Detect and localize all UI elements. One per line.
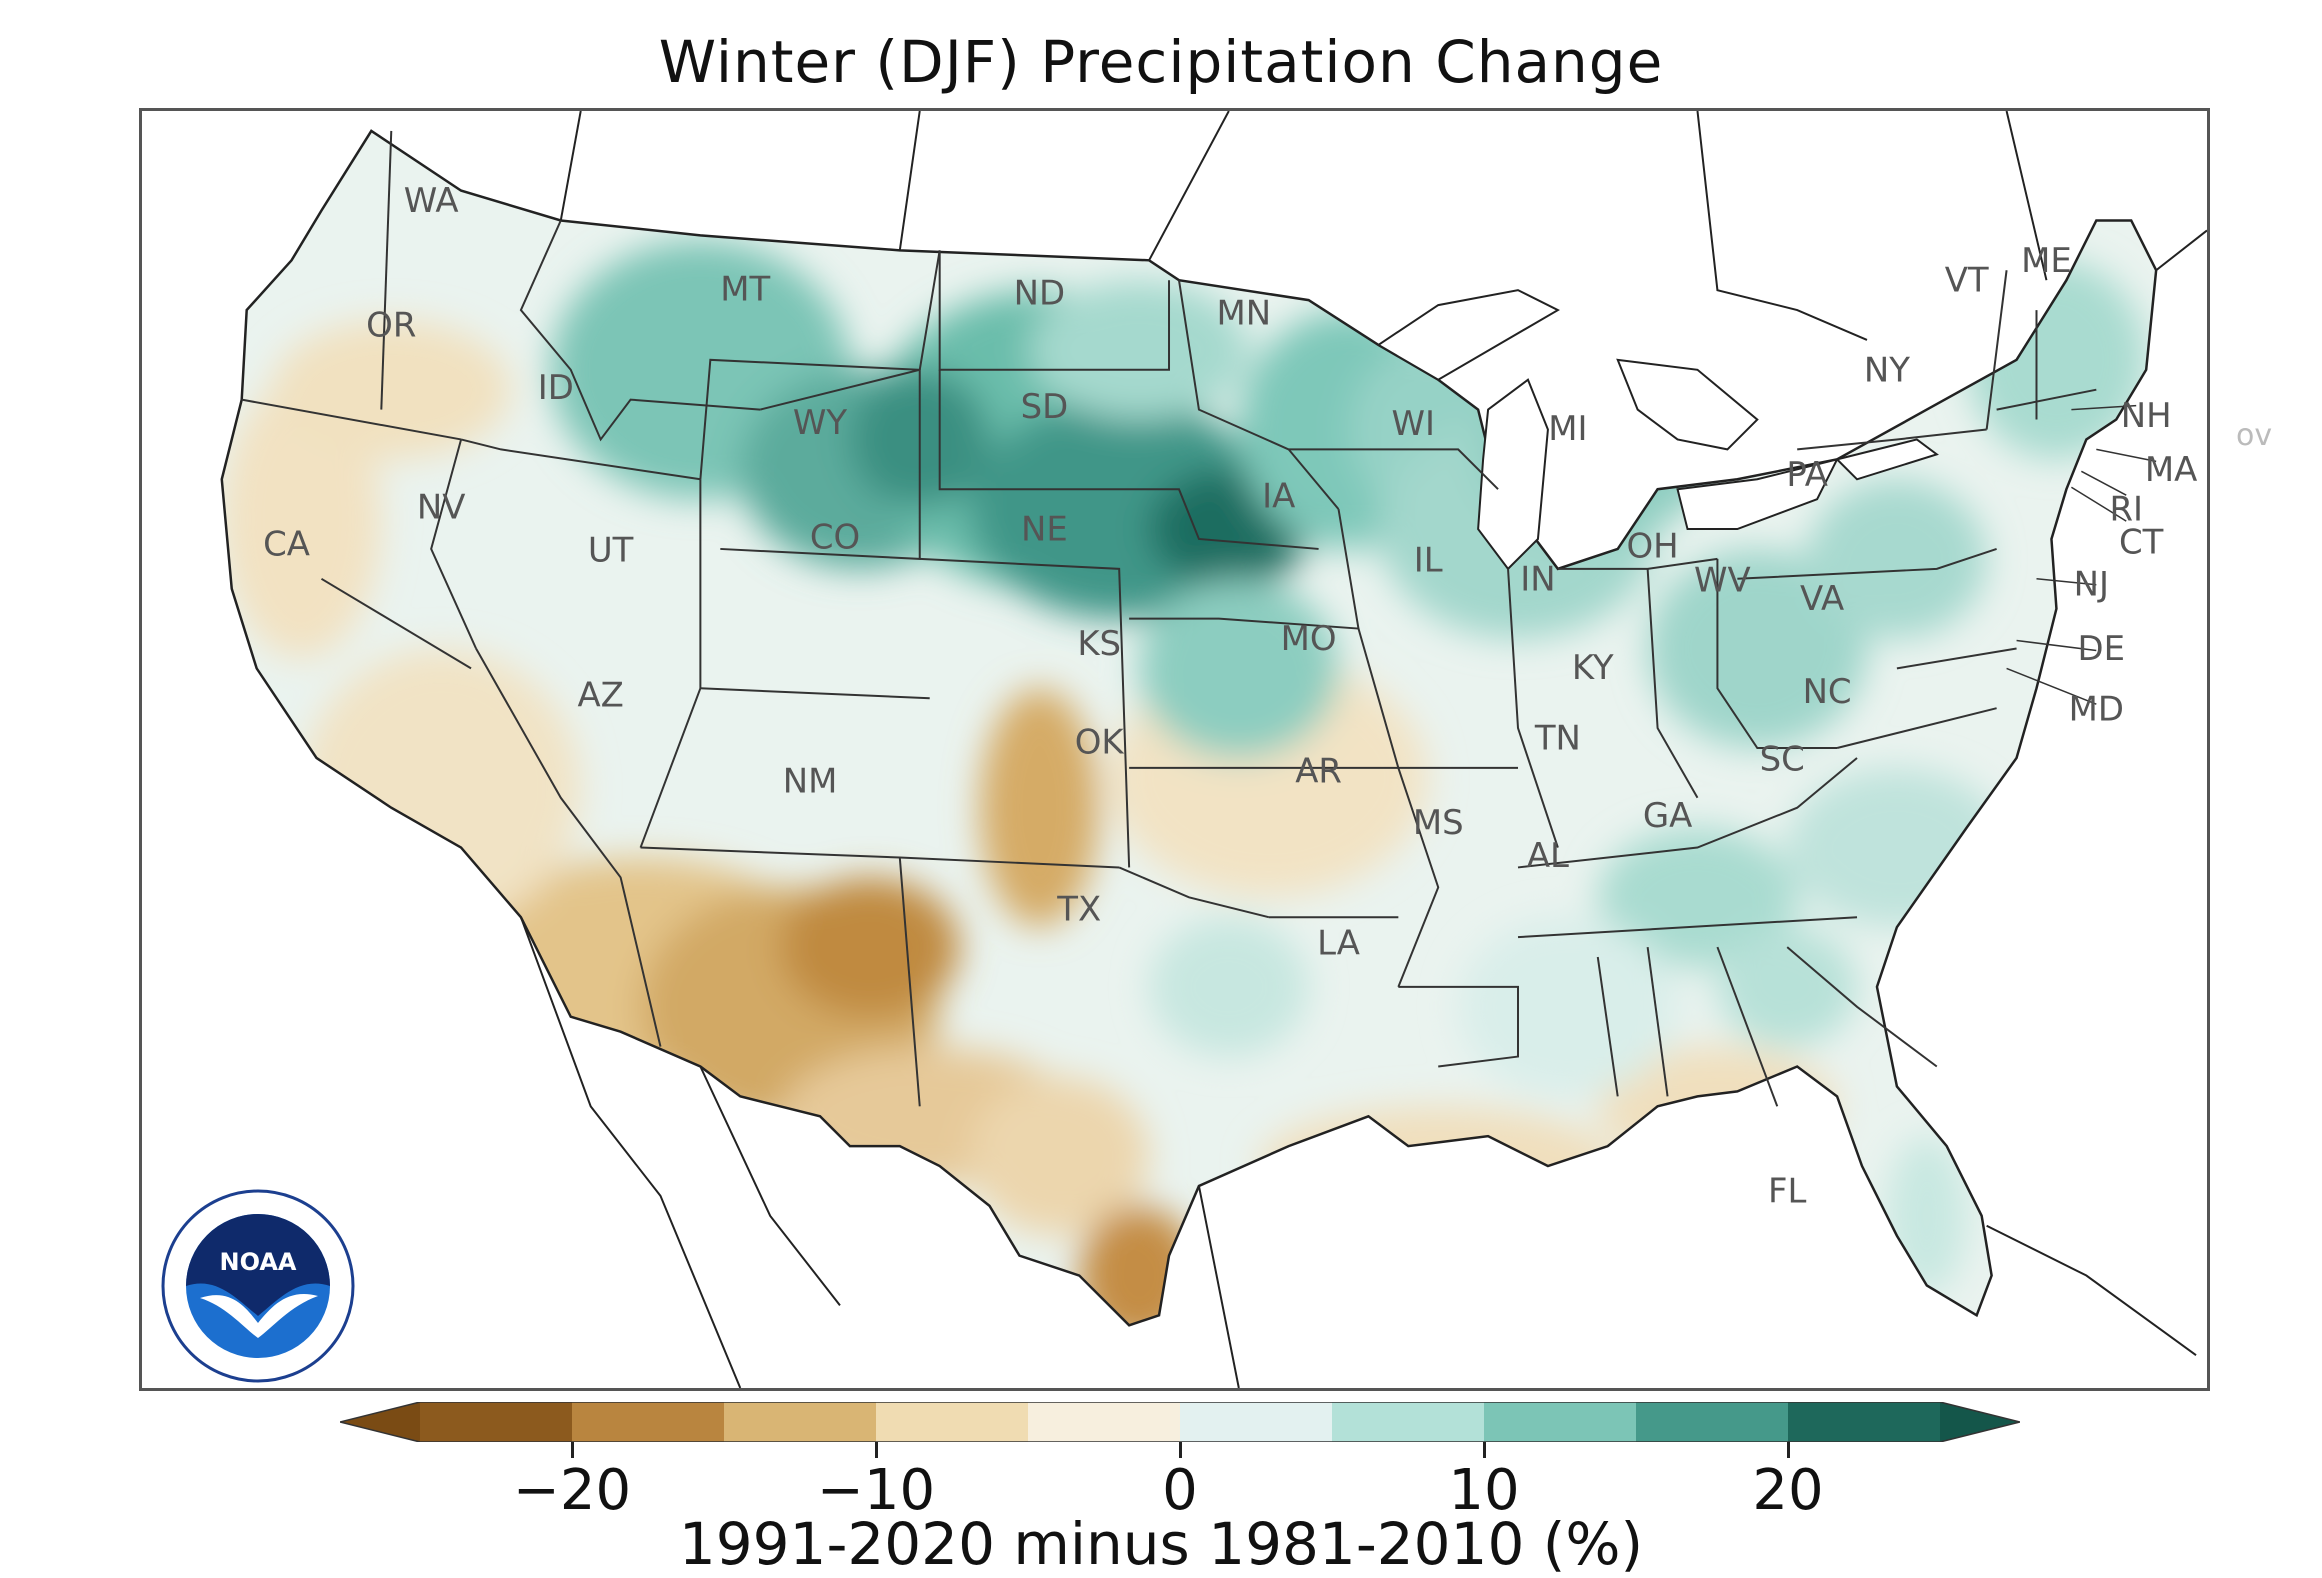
colorbar-bin: [420, 1402, 573, 1442]
state-label-de: DE: [2078, 629, 2126, 668]
state-label-me: ME: [2021, 241, 2072, 280]
state-label-ny: NY: [1864, 350, 1910, 389]
us-precipitation-map: WA OR CA ID NV MT WY UT AZ CO NM ND SD NE KS OK TX MN IA MO…: [220, 111, 2207, 1388]
colorbar-tick-mark: [875, 1442, 878, 1458]
precipitation-field: [221, 130, 2157, 1326]
cropped-text-fragment: ov: [2236, 418, 2273, 453]
colorbar-bin: [1028, 1402, 1181, 1442]
state-label-tn: TN: [1534, 719, 1581, 758]
state-label-fl: FL: [1768, 1171, 1807, 1210]
state-label-ms: MS: [1413, 803, 1464, 842]
state-label-nc: NC: [1803, 672, 1852, 711]
state-label-mo: MO: [1281, 619, 1337, 658]
colorbar-tick-mark: [1483, 1442, 1486, 1458]
colorbar-tick-label: −20: [512, 1458, 632, 1523]
state-label-ut: UT: [588, 530, 634, 569]
state-label-va: VA: [1800, 579, 1844, 618]
colorbar-extend-high: [1940, 1402, 2020, 1442]
state-label-co: CO: [810, 518, 860, 557]
state-label-mt: MT: [720, 270, 770, 309]
great-lakes: [1376, 289, 1939, 571]
state-label-ok: OK: [1075, 723, 1125, 762]
state-label-in: IN: [1520, 559, 1555, 598]
state-label-or: OR: [366, 306, 416, 345]
state-label-wa: WA: [404, 181, 459, 220]
colorbar-bin: [1180, 1402, 1333, 1442]
state-label-ga: GA: [1643, 796, 1692, 835]
label-leaders: [2006, 404, 2157, 705]
map-title: Winter (DJF) Precipitation Change: [658, 28, 1664, 96]
state-label-pa: PA: [1786, 455, 1827, 494]
state-label-nv: NV: [417, 488, 466, 527]
state-label-la: LA: [1317, 924, 1360, 963]
state-label-ca: CA: [263, 524, 310, 563]
state-label-sc: SC: [1760, 739, 1805, 778]
state-label-ma: MA: [2145, 450, 2197, 489]
state-label-id: ID: [538, 368, 574, 407]
noaa-logo-text: NOAA: [220, 1248, 297, 1276]
noaa-logo: NOAA: [161, 1189, 355, 1383]
colorbar-bin: [1332, 1402, 1485, 1442]
state-label-ky: KY: [1572, 648, 1614, 687]
colorbar-bin: [1788, 1402, 1941, 1442]
colorbar-tick-label: −10: [816, 1458, 936, 1523]
state-label-tx: TX: [1056, 890, 1101, 929]
state-label-nm: NM: [783, 761, 838, 800]
state-label-wi: WI: [1392, 404, 1436, 443]
state-label-az: AZ: [577, 676, 623, 715]
state-borders: [241, 130, 2097, 1107]
context-borders: [519, 111, 2207, 1388]
state-label-nd: ND: [1014, 274, 1065, 313]
state-label-nj: NJ: [2074, 564, 2109, 603]
state-label-sd: SD: [1021, 387, 1069, 426]
state-label-ct: CT: [2119, 522, 2164, 561]
colorbar: [340, 1402, 2020, 1442]
state-label-mi: MI: [1548, 409, 1587, 448]
colorbar-tick-label: 10: [1448, 1458, 1520, 1523]
colorbar-extend-low: [340, 1402, 420, 1442]
colorbar-tick-mark: [1179, 1442, 1182, 1458]
colorbar-bin: [1636, 1402, 1789, 1442]
colorbar-tick-label: 0: [1162, 1458, 1198, 1523]
state-label-md: MD: [2069, 690, 2124, 729]
colorbar-label: 1991-2020 minus 1981-2010 (%): [678, 1510, 1644, 1578]
map-panel: WA OR CA ID NV MT WY UT AZ CO NM ND SD NE KS OK TX MN IA MO…: [139, 108, 2210, 1391]
state-label-wv: WV: [1694, 560, 1751, 599]
state-label-ar: AR: [1295, 751, 1342, 790]
state-label-ne: NE: [1021, 510, 1068, 549]
state-label-ia: IA: [1262, 477, 1295, 516]
state-label-vt: VT: [1945, 261, 1989, 300]
state-label-il: IL: [1414, 540, 1443, 579]
colorbar-bin: [876, 1402, 1029, 1442]
colorbar-bin: [724, 1402, 877, 1442]
state-label-mn: MN: [1217, 294, 1272, 333]
colorbar-tick-mark: [1787, 1442, 1790, 1458]
state-label-ri: RI: [2109, 490, 2143, 529]
state-label-nh: NH: [2121, 396, 2172, 435]
colorbar-bin: [572, 1402, 725, 1442]
colorbar-tick-mark: [571, 1442, 574, 1458]
conus-outline: [220, 129, 2158, 1327]
colorbar-bin: [1484, 1402, 1637, 1442]
state-label-oh: OH: [1627, 526, 1679, 565]
state-labels: WA OR CA ID NV MT WY UT AZ CO NM ND SD NE KS OK TX MN IA MO…: [263, 181, 2197, 1210]
state-label-ks: KS: [1077, 624, 1121, 663]
state-label-wy: WY: [793, 403, 848, 442]
state-label-al: AL: [1527, 836, 1569, 875]
colorbar-tick-label: 20: [1752, 1458, 1824, 1523]
